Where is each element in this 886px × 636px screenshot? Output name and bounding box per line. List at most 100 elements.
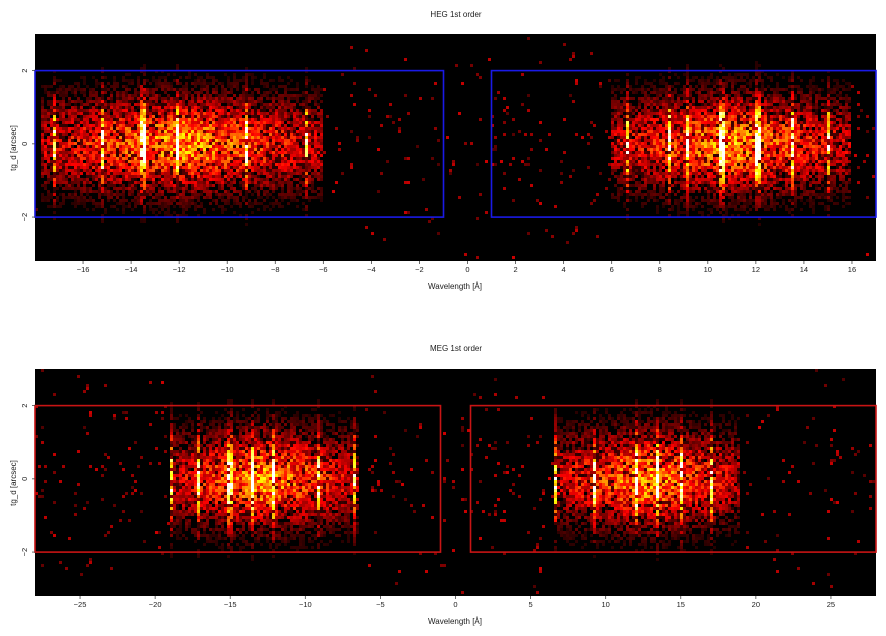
heg-heatmap-cell — [95, 166, 98, 169]
heg-heatmap-cell — [89, 166, 92, 169]
heg-heatmap-cell — [623, 172, 626, 175]
heg-heatmap-cell — [128, 202, 131, 205]
heg-heatmap-cell — [197, 124, 200, 127]
heg-heatmap-cell — [155, 163, 158, 166]
heg-heatmap-cell — [152, 190, 155, 193]
heg-heatmap-cell — [704, 181, 707, 184]
heg-heatmap-cell — [266, 148, 269, 151]
heg-heatmap-cell — [44, 199, 47, 202]
heg-heatmap-cell — [713, 106, 716, 109]
heg-heatmap-cell — [101, 85, 104, 88]
heg-heatmap-cell — [113, 82, 116, 85]
heg-heatmap-cell — [635, 106, 638, 109]
heg-heatmap-cell — [611, 172, 614, 175]
heg-heatmap-cell — [50, 106, 53, 109]
heg-heatmap-cell — [233, 100, 236, 103]
heg-heatmap-cell — [125, 85, 128, 88]
heg-heatmap-cell — [149, 199, 152, 202]
heg-heatmap-cell — [713, 136, 716, 139]
heg-heatmap-cell — [641, 124, 644, 127]
heg-heatmap-cell — [152, 112, 155, 115]
heg-heatmap-cell — [122, 121, 125, 124]
heg-heatmap-cell — [164, 178, 167, 181]
heg-heatmap-cell — [365, 49, 368, 52]
heg-heatmap-cell — [281, 148, 284, 151]
heg-heatmap-cell — [392, 121, 395, 124]
heg-heatmap-cell — [140, 100, 143, 103]
heg-heatmap-cell — [632, 175, 635, 178]
heg-heatmap-cell — [122, 208, 125, 211]
heg-heatmap-cell — [629, 85, 632, 88]
heg-heatmap-cell — [131, 121, 134, 124]
heg-heatmap-cell — [236, 88, 239, 91]
heg-heatmap-cell — [119, 193, 122, 196]
heg-heatmap-cell — [227, 157, 230, 160]
heg-heatmap-cell — [53, 103, 56, 106]
heg-heatmap-cell — [716, 106, 719, 109]
heg-heatmap-cell — [197, 136, 200, 139]
heg-heatmap-cell — [707, 157, 710, 160]
heg-heatmap-cell — [194, 139, 197, 142]
heg-heatmap-cell — [698, 160, 701, 163]
heg-heatmap-cell — [299, 118, 302, 121]
heg-heatmap-cell — [263, 157, 266, 160]
heg-heatmap-cell — [386, 115, 389, 118]
heg-heatmap-cell — [86, 124, 89, 127]
heg-heatmap-cell — [311, 163, 314, 166]
heg-heatmap-cell — [122, 187, 125, 190]
heg-heatmap-cell — [698, 124, 701, 127]
heg-heatmap-cell — [155, 184, 158, 187]
heg-heatmap-cell — [653, 187, 656, 190]
heg-heatmap-cell — [245, 91, 248, 94]
heg-heatmap-cell — [677, 181, 680, 184]
heg-heatmap-cell — [632, 97, 635, 100]
heg-heatmap-cell — [83, 103, 86, 106]
heg-heatmap-cell — [98, 115, 101, 118]
heg-heatmap-cell — [119, 187, 122, 190]
heg-heatmap-cell — [611, 130, 614, 133]
heg-heatmap-cell — [653, 178, 656, 181]
heg-heatmap-cell — [53, 142, 56, 145]
heg-heatmap-cell — [170, 142, 173, 145]
heg-heatmap-cell — [83, 133, 86, 136]
heg-heatmap-cell — [59, 106, 62, 109]
heg-heatmap-cell — [86, 151, 89, 154]
heg-heatmap-cell — [113, 85, 116, 88]
heg-heatmap-cell — [233, 163, 236, 166]
heg-heatmap-cell — [683, 193, 686, 196]
heg-heatmap-cell — [248, 124, 251, 127]
heg-heatmap-cell — [647, 130, 650, 133]
heg-heatmap-cell — [224, 160, 227, 163]
heg-heatmap-cell — [674, 181, 677, 184]
heg-heatmap-cell — [254, 190, 257, 193]
heg-heatmap-cell — [191, 115, 194, 118]
heg-heatmap-cell — [194, 97, 197, 100]
heg-heatmap-cell — [68, 160, 71, 163]
heg-heatmap-cell — [164, 121, 167, 124]
heg-heatmap-cell — [62, 112, 65, 115]
heg-heatmap-cell — [131, 190, 134, 193]
heg-heatmap-cell — [167, 124, 170, 127]
heg-heatmap-cell — [626, 151, 629, 154]
heg-heatmap-cell — [269, 151, 272, 154]
heg-heatmap-cell — [650, 118, 653, 121]
heg-heatmap-cell — [644, 136, 647, 139]
heg-heatmap-cell — [668, 85, 671, 88]
heg-heatmap-cell — [686, 163, 689, 166]
heg-heatmap-cell — [287, 100, 290, 103]
heg-heatmap-cell — [686, 106, 689, 109]
heg-heatmap-cell — [161, 112, 164, 115]
heg-heatmap-cell — [404, 211, 407, 214]
heg-heatmap-cell — [230, 172, 233, 175]
heg-heatmap-cell — [140, 202, 143, 205]
heg-heatmap-cell — [242, 91, 245, 94]
heg-heatmap-cell — [665, 163, 668, 166]
heg-heatmap-cell — [617, 166, 620, 169]
heg-heatmap-cell — [125, 124, 128, 127]
heg-heatmap-cell — [173, 73, 176, 76]
heg-heatmap-cell — [80, 202, 83, 205]
heg-heatmap-cell — [698, 181, 701, 184]
heg-heatmap-cell — [83, 166, 86, 169]
heg-heatmap-cell — [107, 175, 110, 178]
heg-heatmap-cell — [101, 157, 104, 160]
